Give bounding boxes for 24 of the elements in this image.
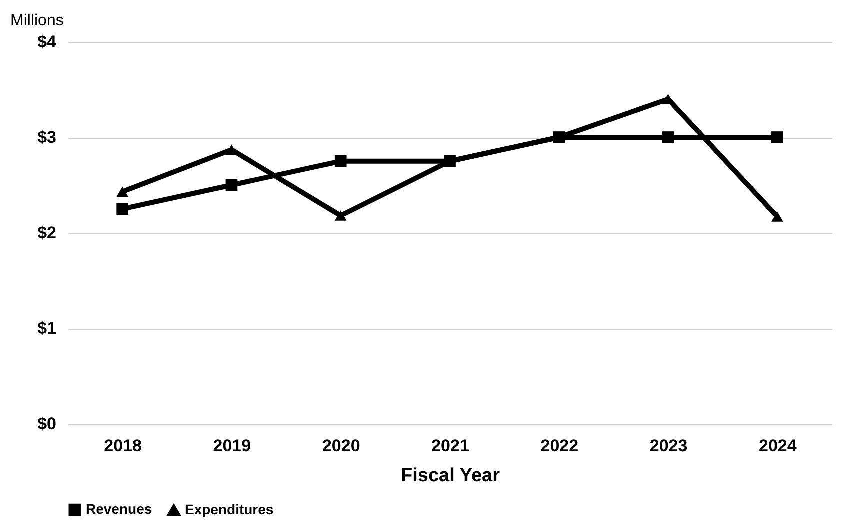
point: [662, 132, 674, 144]
x-tick-label: 2023: [650, 436, 688, 456]
point: [226, 179, 238, 192]
point: [116, 203, 128, 216]
x-tick-label: 2019: [213, 436, 252, 456]
legend-label: Expenditures: [185, 501, 274, 518]
point: [772, 212, 784, 222]
x-tick-label: 2024: [759, 436, 798, 456]
x-axis-title: Fiscal Year: [401, 466, 501, 486]
x-tick-label: 2021: [432, 436, 470, 456]
y-tick-label: $4: [38, 32, 58, 52]
point: [334, 155, 347, 168]
x-tick-label: 2020: [322, 436, 360, 456]
point: [772, 132, 784, 144]
y-tick-label: $1: [38, 319, 56, 338]
x-tick-label: 2018: [104, 436, 142, 456]
point: [334, 210, 347, 221]
y-tick-label: $0: [38, 414, 56, 434]
point: [116, 186, 128, 198]
y-axis-title: Millions: [10, 12, 64, 30]
y-tick-label: $2: [38, 224, 56, 242]
y-tick-label: $3: [38, 128, 56, 147]
x-tick-label: 2022: [540, 436, 579, 456]
legend-label: Revenues: [86, 501, 152, 518]
